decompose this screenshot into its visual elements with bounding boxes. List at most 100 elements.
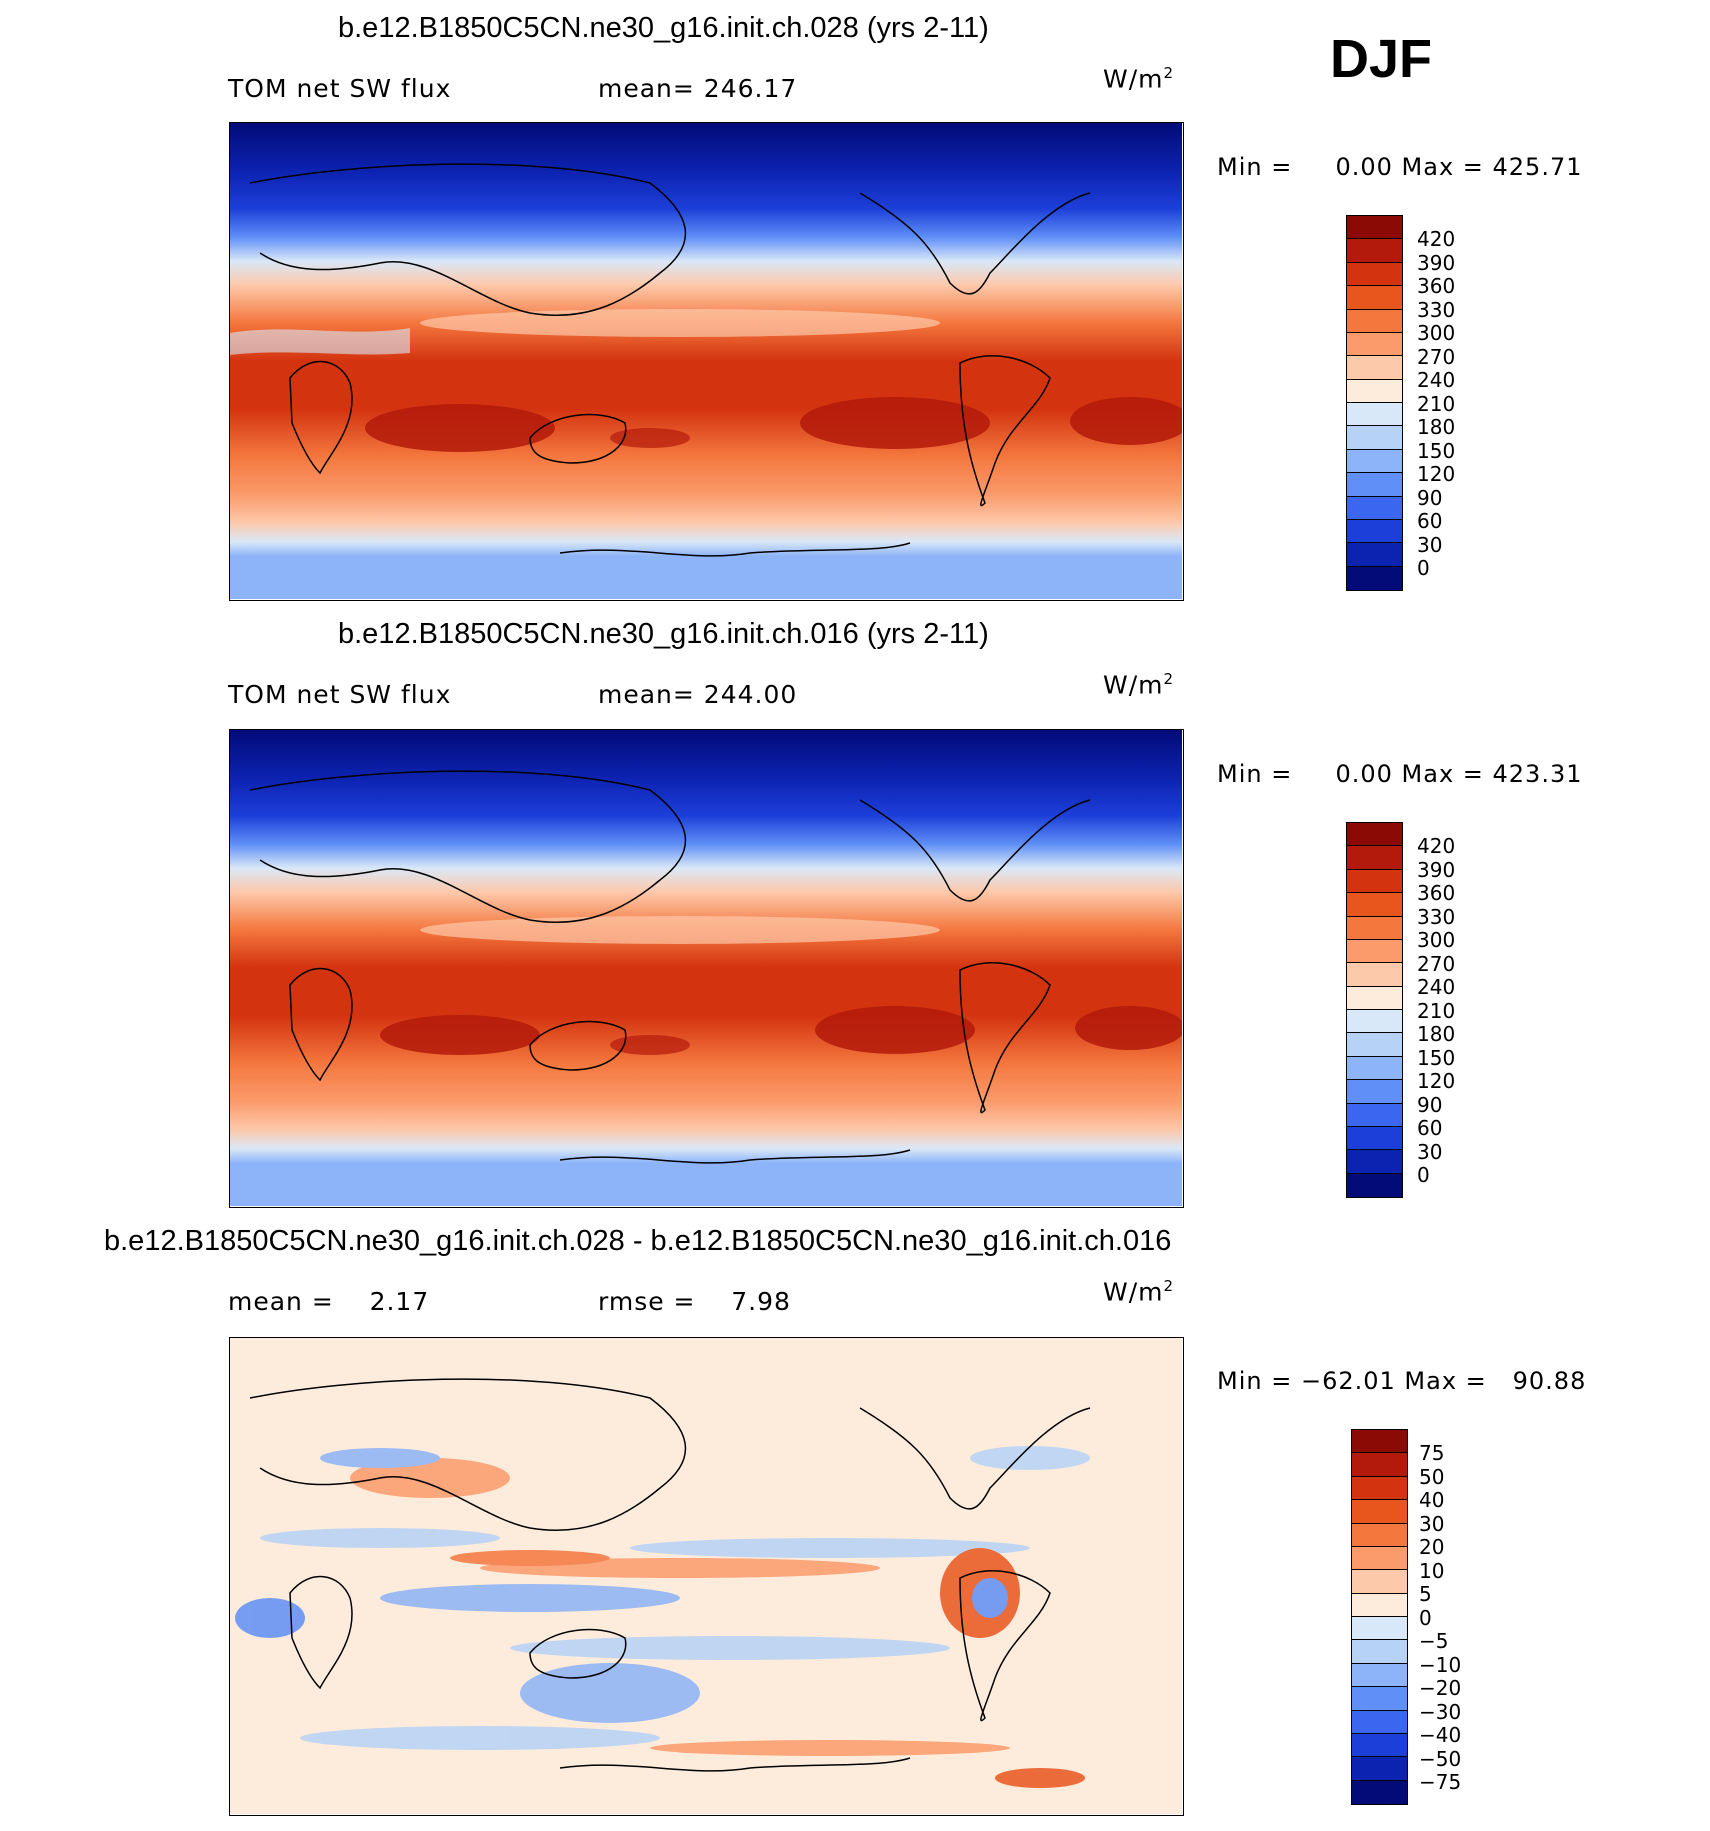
colorbar-tick-label: 120	[1417, 462, 1456, 486]
colorbar-tick-label: 240	[1417, 975, 1456, 999]
colorbar-swatch	[1347, 496, 1402, 520]
panel1-map	[229, 122, 1184, 601]
colorbar-tick-label: −5	[1419, 1629, 1449, 1653]
panel3-units: W/m2	[1103, 1277, 1175, 1307]
colorbar-tick-label: 300	[1417, 321, 1456, 345]
colorbar-tick-label: 390	[1417, 857, 1456, 882]
colorbar-tick-label: 210	[1417, 998, 1456, 1023]
colorbar-swatch	[1352, 1500, 1407, 1524]
colorbar-swatch	[1347, 1010, 1402, 1034]
panel3-map	[229, 1337, 1184, 1816]
panel1-colorbar	[1346, 215, 1403, 591]
colorbar-swatch	[1352, 1570, 1407, 1594]
colorbar-swatch	[1347, 403, 1402, 427]
colorbar-tick-label: 0	[1417, 1163, 1430, 1187]
colorbar-swatch	[1347, 566, 1402, 590]
panel2-units: W/m2	[1103, 670, 1175, 700]
colorbar-swatch	[1347, 309, 1402, 333]
colorbar-swatch	[1347, 356, 1402, 380]
colorbar-tick-label: 40	[1419, 1488, 1445, 1512]
colorbar-tick-label: 90	[1417, 1092, 1443, 1117]
colorbar-swatch	[1352, 1780, 1407, 1804]
panel3-mean: mean = 2.17	[228, 1287, 430, 1316]
colorbar-swatch	[1352, 1663, 1407, 1688]
colorbar-tick-label: 330	[1417, 904, 1456, 929]
colorbar-tick-label: 390	[1417, 250, 1456, 275]
colorbar-tick-label: 5	[1419, 1582, 1432, 1606]
colorbar-tick-label: 150	[1417, 1045, 1456, 1070]
colorbar-tick-label: 75	[1419, 1441, 1445, 1465]
colorbar-swatch	[1352, 1430, 1407, 1454]
colorbar-swatch	[1352, 1476, 1407, 1501]
colorbar-tick-label: −50	[1419, 1746, 1462, 1771]
colorbar-swatch	[1347, 916, 1402, 940]
colorbar-tick-label: 30	[1417, 532, 1443, 557]
colorbar-swatch	[1347, 473, 1402, 497]
colorbar-tick-label: 20	[1419, 1535, 1445, 1559]
colorbar-swatch	[1347, 1173, 1402, 1197]
colorbar-tick-label: 30	[1419, 1511, 1445, 1536]
colorbar-tick-label: 360	[1417, 274, 1456, 298]
colorbar-tick-label: 300	[1417, 928, 1456, 952]
season-label: DJF	[1330, 29, 1433, 89]
colorbar-swatch	[1347, 893, 1402, 917]
panel3-minmax: Min = −62.01 Max = 90.88	[1217, 1367, 1587, 1395]
colorbar-swatch	[1347, 286, 1402, 310]
colorbar-swatch	[1352, 1593, 1407, 1617]
colorbar-tick-label: 180	[1417, 415, 1456, 439]
colorbar-swatch	[1347, 332, 1402, 357]
colorbar-swatch	[1347, 823, 1402, 847]
colorbar-tick-label: −40	[1419, 1723, 1462, 1747]
colorbar-swatch	[1347, 1056, 1402, 1081]
colorbar-tick-label: 330	[1417, 297, 1456, 322]
colorbar-swatch	[1352, 1546, 1407, 1571]
colorbar-swatch	[1347, 449, 1402, 474]
panel1-minmax: Min = 0.00 Max = 425.71	[1217, 153, 1583, 181]
colorbar-tick-label: 120	[1417, 1069, 1456, 1093]
colorbar-swatch	[1347, 239, 1402, 263]
colorbar-tick-label: 270	[1417, 344, 1456, 369]
colorbar-swatch	[1352, 1687, 1407, 1711]
colorbar-swatch	[1347, 1103, 1402, 1127]
colorbar-swatch	[1352, 1640, 1407, 1664]
colorbar-tick-label: 10	[1419, 1558, 1445, 1583]
colorbar-swatch	[1347, 1126, 1402, 1151]
panel1-mean: mean= 246.17	[598, 74, 798, 103]
colorbar-swatch	[1347, 869, 1402, 894]
panel3-colorbar-labels: 75 50 40 30 20 10 5 0 −5 −10 −20 −30 −40 −50 −75	[1419, 1441, 1462, 1795]
colorbar-tick-label: −30	[1419, 1699, 1462, 1724]
colorbar-tick-label: 360	[1417, 881, 1456, 905]
colorbar-swatch	[1352, 1617, 1407, 1641]
colorbar-swatch	[1352, 1453, 1407, 1477]
colorbar-swatch	[1347, 846, 1402, 870]
colorbar-tick-label: 30	[1417, 1139, 1443, 1164]
colorbar-swatch	[1347, 262, 1402, 287]
panel3-rmse: rmse = 7.98	[598, 1287, 791, 1316]
colorbar-tick-label: 180	[1417, 1022, 1456, 1046]
colorbar-tick-label: 60	[1417, 509, 1443, 533]
colorbar-tick-label: 90	[1417, 485, 1443, 510]
colorbar-swatch	[1347, 939, 1402, 964]
colorbar-tick-label: −75	[1419, 1770, 1462, 1794]
colorbar-swatch	[1352, 1710, 1407, 1734]
colorbar-tick-label: 420	[1417, 834, 1456, 858]
panel3-map-field	[230, 1338, 1182, 1814]
colorbar-swatch	[1347, 1033, 1402, 1057]
colorbar-tick-label: 60	[1417, 1116, 1443, 1140]
colorbar-swatch	[1347, 1150, 1402, 1174]
panel2-map-field	[230, 730, 1182, 1206]
panel1-units: W/m2	[1103, 64, 1175, 94]
panel2-colorbar	[1346, 822, 1403, 1198]
colorbar-swatch	[1347, 379, 1402, 403]
panel2-minmax: Min = 0.00 Max = 423.31	[1217, 760, 1583, 788]
colorbar-swatch	[1352, 1757, 1407, 1781]
colorbar-swatch	[1347, 963, 1402, 987]
colorbar-swatch	[1347, 1080, 1402, 1104]
panel1-colorbar-labels: 420 390 360 330 300 270 240 210 180 150 120 90 60 30 0	[1417, 227, 1456, 581]
colorbar-tick-label: 150	[1417, 438, 1456, 463]
panel2-map	[229, 729, 1184, 1208]
panel2-colorbar-labels: 420 390 360 330 300 270 240 210 180 150 120 90 60 30 0	[1417, 834, 1456, 1188]
colorbar-swatch	[1347, 986, 1402, 1010]
panel3-title: b.e12.B1850C5CN.ne30_g16.init.ch.028 - b…	[104, 1225, 1172, 1257]
colorbar-tick-label: 0	[1417, 556, 1430, 580]
